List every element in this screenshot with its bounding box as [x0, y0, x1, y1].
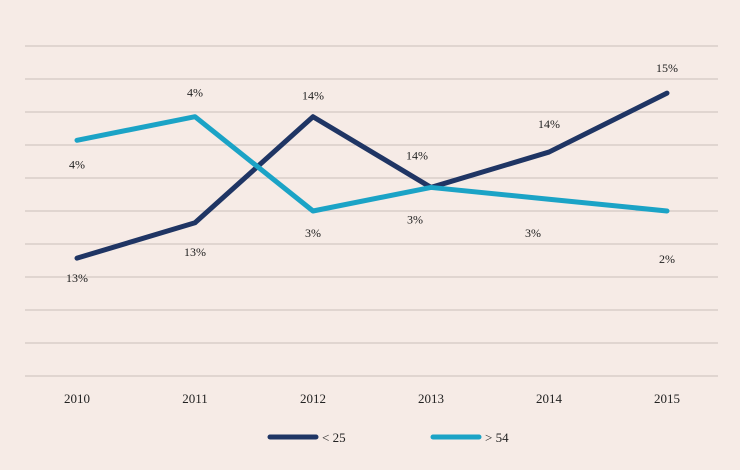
legend-label-1: > 54 — [485, 430, 509, 445]
x-tick-label: 2013 — [418, 391, 444, 406]
x-tick-label: 2015 — [654, 391, 680, 406]
series-line-1 — [74, 114, 670, 214]
x-tick-label: 2014 — [536, 391, 563, 406]
data-labels: 13% 13% 14% 14% 14% 15% 4% 4% 3% 3% 3% 2% — [66, 61, 678, 285]
x-tick-label: 2012 — [300, 391, 326, 406]
series-line-0 — [74, 90, 670, 261]
data-label-series-0: 13% — [66, 271, 88, 285]
x-axis-ticks: 2010 2011 2012 2013 2014 2015 — [64, 391, 680, 406]
data-label-series-1: 4% — [69, 157, 85, 171]
data-label-series-0: 15% — [656, 61, 678, 75]
data-label-series-0: 13% — [184, 245, 206, 259]
series-lines — [74, 90, 670, 261]
data-label-series-0: 14% — [538, 117, 560, 131]
gridlines — [25, 45, 718, 377]
data-label-series-1: 2% — [659, 252, 675, 266]
x-tick-label: 2010 — [64, 391, 90, 406]
data-label-series-1: 3% — [305, 226, 321, 240]
data-label-series-1: 3% — [525, 226, 541, 240]
data-label-series-1: 3% — [407, 212, 423, 226]
data-label-series-0: 14% — [406, 148, 428, 162]
data-label-series-0: 14% — [302, 89, 324, 103]
x-tick-label: 2011 — [182, 391, 208, 406]
legend-label-0: < 25 — [322, 430, 346, 445]
legend: < 25 > 54 — [267, 430, 509, 445]
data-label-series-1: 4% — [187, 86, 203, 100]
